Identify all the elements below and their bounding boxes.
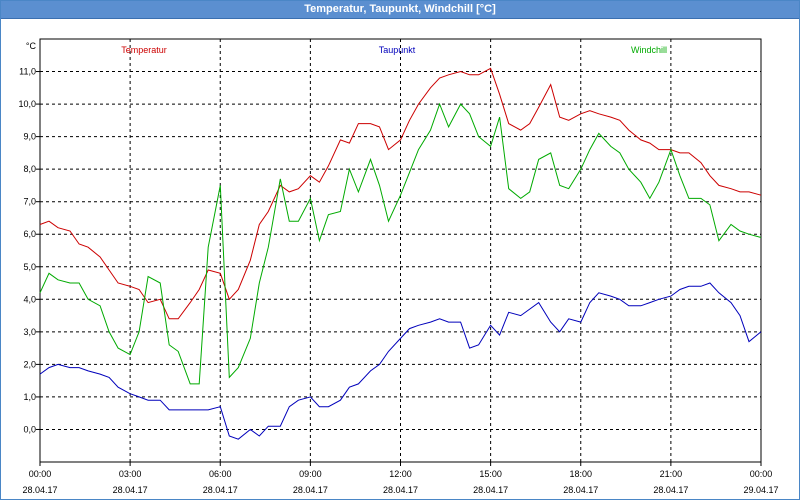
x-tick-time-label: 15:00 xyxy=(479,469,502,479)
legend: Temperatur Taupunkt Windchill xyxy=(121,45,667,55)
title-bar: Temperatur, Taupunkt, Windchill [°C] xyxy=(1,1,799,19)
x-axis: 00:00 28.04.17 03:00 28.04.17 06:00 28.04.17 0… xyxy=(22,462,779,495)
x-tick-time-label: 09:00 xyxy=(299,469,322,479)
y-tick-label: 6,0 xyxy=(23,229,36,239)
y-tick-label: 9,0 xyxy=(23,132,36,142)
x-tick-time-label: 00:00 xyxy=(29,469,52,479)
y-tick-label: 1,0 xyxy=(23,392,36,402)
grid-lines xyxy=(40,39,761,462)
y-axis-label: °C xyxy=(26,41,37,51)
x-tick-time-label: 21:00 xyxy=(660,469,683,479)
legend-temperatur: Temperatur xyxy=(121,45,167,55)
x-tick-time-label: 18:00 xyxy=(569,469,592,479)
x-tick-date-label: 28.04.17 xyxy=(473,485,508,495)
y-tick-label: 7,0 xyxy=(23,197,36,207)
y-tick-label: 3,0 xyxy=(23,327,36,337)
x-tick-time-label: 06:00 xyxy=(209,469,232,479)
x-tick-date-label: 28.04.17 xyxy=(383,485,418,495)
y-tick-label: 4,0 xyxy=(23,294,36,304)
legend-windchill: Windchill xyxy=(631,45,667,55)
y-axis: 0,0 1,0 2,0 3,0 4,0 5,0 6,0 7,0 8,0 9,0 10,0 11,0 °C xyxy=(18,41,40,434)
chart-canvas: 0,0 1,0 2,0 3,0 4,0 5,0 6,0 7,0 8,0 9,0 10,0 11,0 °C… xyxy=(18,38,779,495)
series-line-windchill xyxy=(39,102,762,385)
legend-taupunkt: Taupunkt xyxy=(379,45,416,55)
x-tick-date-label: 28.04.17 xyxy=(22,485,57,495)
y-tick-label: 0,0 xyxy=(23,424,36,434)
y-tick-label: 5,0 xyxy=(23,262,36,272)
series-line-temperatur xyxy=(39,67,762,320)
x-tick-time-label: 00:00 xyxy=(750,469,773,479)
y-tick-label: 10,0 xyxy=(18,99,36,109)
y-tick-label: 2,0 xyxy=(23,359,36,369)
x-tick-date-label: 28.04.17 xyxy=(203,485,238,495)
y-tick-label: 11,0 xyxy=(19,67,36,77)
x-tick-date-label: 28.04.17 xyxy=(653,485,688,495)
x-tick-date-label: 29.04.17 xyxy=(743,485,778,495)
x-tick-time-label: 03:00 xyxy=(119,469,142,479)
window-title: Temperatur, Taupunkt, Windchill [°C] xyxy=(304,3,496,15)
x-tick-date-label: 28.04.17 xyxy=(293,485,328,495)
x-tick-date-label: 28.04.17 xyxy=(563,485,598,495)
y-tick-label: 8,0 xyxy=(23,164,36,174)
x-tick-date-label: 28.04.17 xyxy=(113,485,148,495)
series-line-taupunkt xyxy=(39,282,762,440)
series-lines xyxy=(39,67,762,440)
x-tick-time-label: 12:00 xyxy=(389,469,412,479)
